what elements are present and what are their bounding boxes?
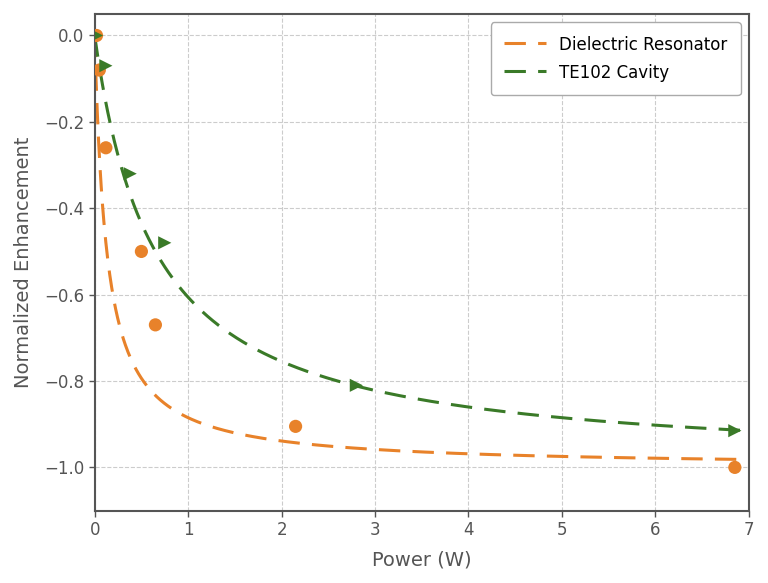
Point <box>91 31 103 40</box>
Point <box>91 31 103 40</box>
Point <box>124 169 137 178</box>
Dielectric Resonator <box>539 452 548 459</box>
TE102 Cavity <box>157 258 166 265</box>
Dielectric Resonator <box>612 454 621 461</box>
TE102 Cavity <box>612 419 621 426</box>
Dielectric Resonator <box>378 447 387 454</box>
Point <box>149 320 161 329</box>
Point <box>350 381 362 390</box>
Line: TE102 Cavity: TE102 Cavity <box>94 36 749 431</box>
Point <box>93 65 105 75</box>
Dielectric Resonator <box>600 454 609 461</box>
TE102 Cavity <box>378 389 387 396</box>
TE102 Cavity <box>539 412 548 419</box>
Dielectric Resonator <box>355 445 364 452</box>
Y-axis label: Normalized Enhancement: Normalized Enhancement <box>14 136 33 388</box>
Point <box>135 247 147 256</box>
Dielectric Resonator <box>157 398 166 405</box>
Dielectric Resonator <box>744 456 753 463</box>
TE102 Cavity <box>744 427 753 434</box>
X-axis label: Power (W): Power (W) <box>372 550 472 569</box>
TE102 Cavity <box>600 418 609 425</box>
Point <box>159 238 171 247</box>
Point <box>729 463 741 472</box>
TE102 Cavity <box>355 383 364 390</box>
Point <box>729 426 741 436</box>
Legend: Dielectric Resonator, TE102 Cavity: Dielectric Resonator, TE102 Cavity <box>491 22 740 95</box>
Line: Dielectric Resonator: Dielectric Resonator <box>94 36 749 459</box>
Point <box>290 422 302 431</box>
Point <box>100 61 112 71</box>
Point <box>100 143 112 152</box>
Dielectric Resonator <box>90 32 99 39</box>
TE102 Cavity <box>90 32 99 39</box>
